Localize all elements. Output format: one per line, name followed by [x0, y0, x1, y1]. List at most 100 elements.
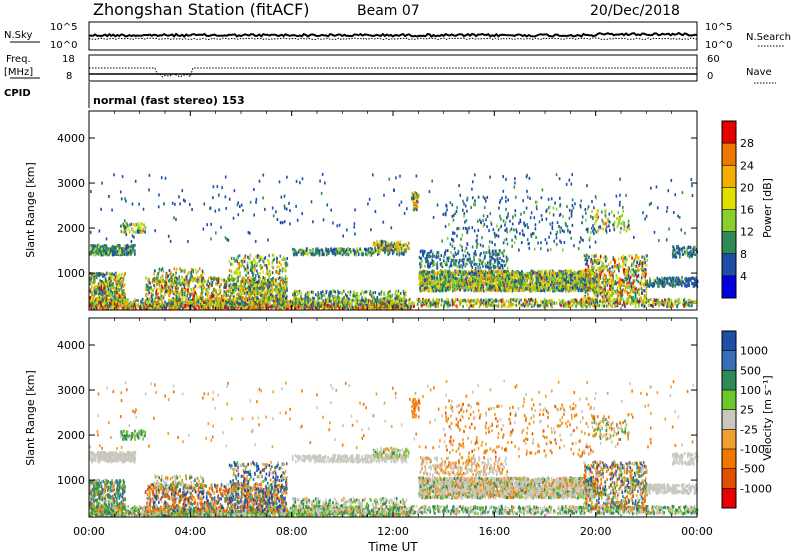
- power-cell: [375, 304, 378, 308]
- power-cell: [408, 304, 410, 307]
- power-cell: [126, 253, 128, 257]
- power-cell: [646, 300, 649, 304]
- power-cell: [217, 307, 220, 311]
- power-cell: [231, 263, 234, 267]
- power-cell: [643, 302, 645, 306]
- power-cell: [110, 288, 112, 292]
- power-cell: [238, 297, 240, 300]
- power-cell: [107, 293, 109, 297]
- power-cell: [371, 251, 374, 255]
- power-cell: [330, 304, 332, 308]
- power-cell: [422, 299, 425, 302]
- power-cell: [364, 290, 367, 294]
- power-cell: [145, 276, 147, 280]
- power-cell: [244, 290, 247, 293]
- power-cell: [249, 298, 251, 302]
- power-cell: [166, 285, 168, 289]
- power-cell: [433, 299, 435, 303]
- power-cell: [341, 299, 344, 303]
- power-cell: [349, 250, 352, 254]
- power-cell: [346, 305, 349, 309]
- power-cell: [564, 304, 567, 308]
- power-cell: [299, 297, 301, 301]
- power-cell: [224, 296, 227, 300]
- power-cell: [353, 306, 356, 310]
- power-cell: [372, 304, 374, 308]
- power-cell: [495, 304, 497, 308]
- power-cell: [278, 293, 281, 297]
- power-cell: [153, 298, 155, 302]
- power-cell: [267, 268, 269, 272]
- power-cell: [269, 305, 271, 309]
- power-cell: [187, 282, 190, 286]
- power-cell: [260, 300, 262, 304]
- power-cell: [328, 250, 331, 254]
- power-cell: [411, 301, 413, 305]
- power-cell: [274, 302, 277, 306]
- power-cell: [306, 253, 309, 257]
- power-cell: [365, 290, 368, 294]
- power-cell: [398, 294, 401, 298]
- power-cell: [656, 301, 658, 305]
- power-cell: [654, 303, 657, 306]
- power-cell: [363, 298, 365, 302]
- power-cell: [657, 298, 660, 302]
- power-cell: [90, 251, 93, 255]
- power-cell: [249, 303, 252, 307]
- power-cell: [255, 274, 257, 278]
- power-cell: [190, 271, 192, 274]
- power-cell: [259, 272, 261, 275]
- power-cell: [143, 223, 145, 227]
- power-cell: [207, 291, 210, 295]
- power-cell: [544, 300, 546, 304]
- power-cell: [331, 298, 334, 302]
- power-cell: [566, 302, 568, 306]
- power-cell: [110, 251, 112, 255]
- power-cell: [272, 280, 274, 284]
- power-cell: [400, 247, 403, 251]
- power-cell: [235, 258, 238, 262]
- power-cell: [524, 298, 526, 302]
- power-cell: [209, 296, 211, 300]
- power-cell: [123, 274, 125, 278]
- power-cell: [201, 269, 204, 273]
- power-cell: [345, 300, 347, 304]
- power-cell: [254, 307, 256, 311]
- power-cell: [497, 303, 500, 307]
- power-cell: [388, 252, 390, 256]
- power-cell: [131, 301, 133, 305]
- power-cell: [262, 295, 264, 299]
- power-cell: [230, 285, 232, 289]
- power-cell: [246, 280, 249, 284]
- power-cell: [322, 303, 324, 307]
- power-cell: [270, 278, 273, 282]
- power-cell: [258, 292, 261, 295]
- power-cell: [112, 300, 115, 304]
- power-cell: [131, 245, 133, 249]
- power-cell: [206, 298, 209, 302]
- power-cell: [392, 250, 395, 253]
- power-cell: [357, 253, 360, 256]
- power-cell: [528, 298, 530, 302]
- power-cell: [402, 307, 404, 311]
- power-cell: [249, 268, 252, 272]
- power-cell: [248, 282, 250, 286]
- power-cell: [647, 299, 650, 303]
- power-cell: [252, 286, 255, 290]
- power-cell: [447, 300, 449, 304]
- power-cell: [164, 292, 166, 296]
- power-cell: [220, 295, 223, 298]
- power-cell: [491, 304, 494, 308]
- power-cell: [396, 295, 399, 299]
- power-cell: [246, 303, 249, 306]
- power-cell: [121, 283, 123, 287]
- power-cell: [235, 277, 237, 280]
- power-cell: [126, 222, 128, 226]
- power-cell: [245, 270, 248, 273]
- power-cell: [118, 279, 120, 283]
- power-cell: [97, 294, 100, 298]
- power-cell: [284, 290, 286, 294]
- power-cell: [345, 250, 347, 254]
- power-cell: [299, 291, 301, 295]
- power-cell: [149, 303, 151, 307]
